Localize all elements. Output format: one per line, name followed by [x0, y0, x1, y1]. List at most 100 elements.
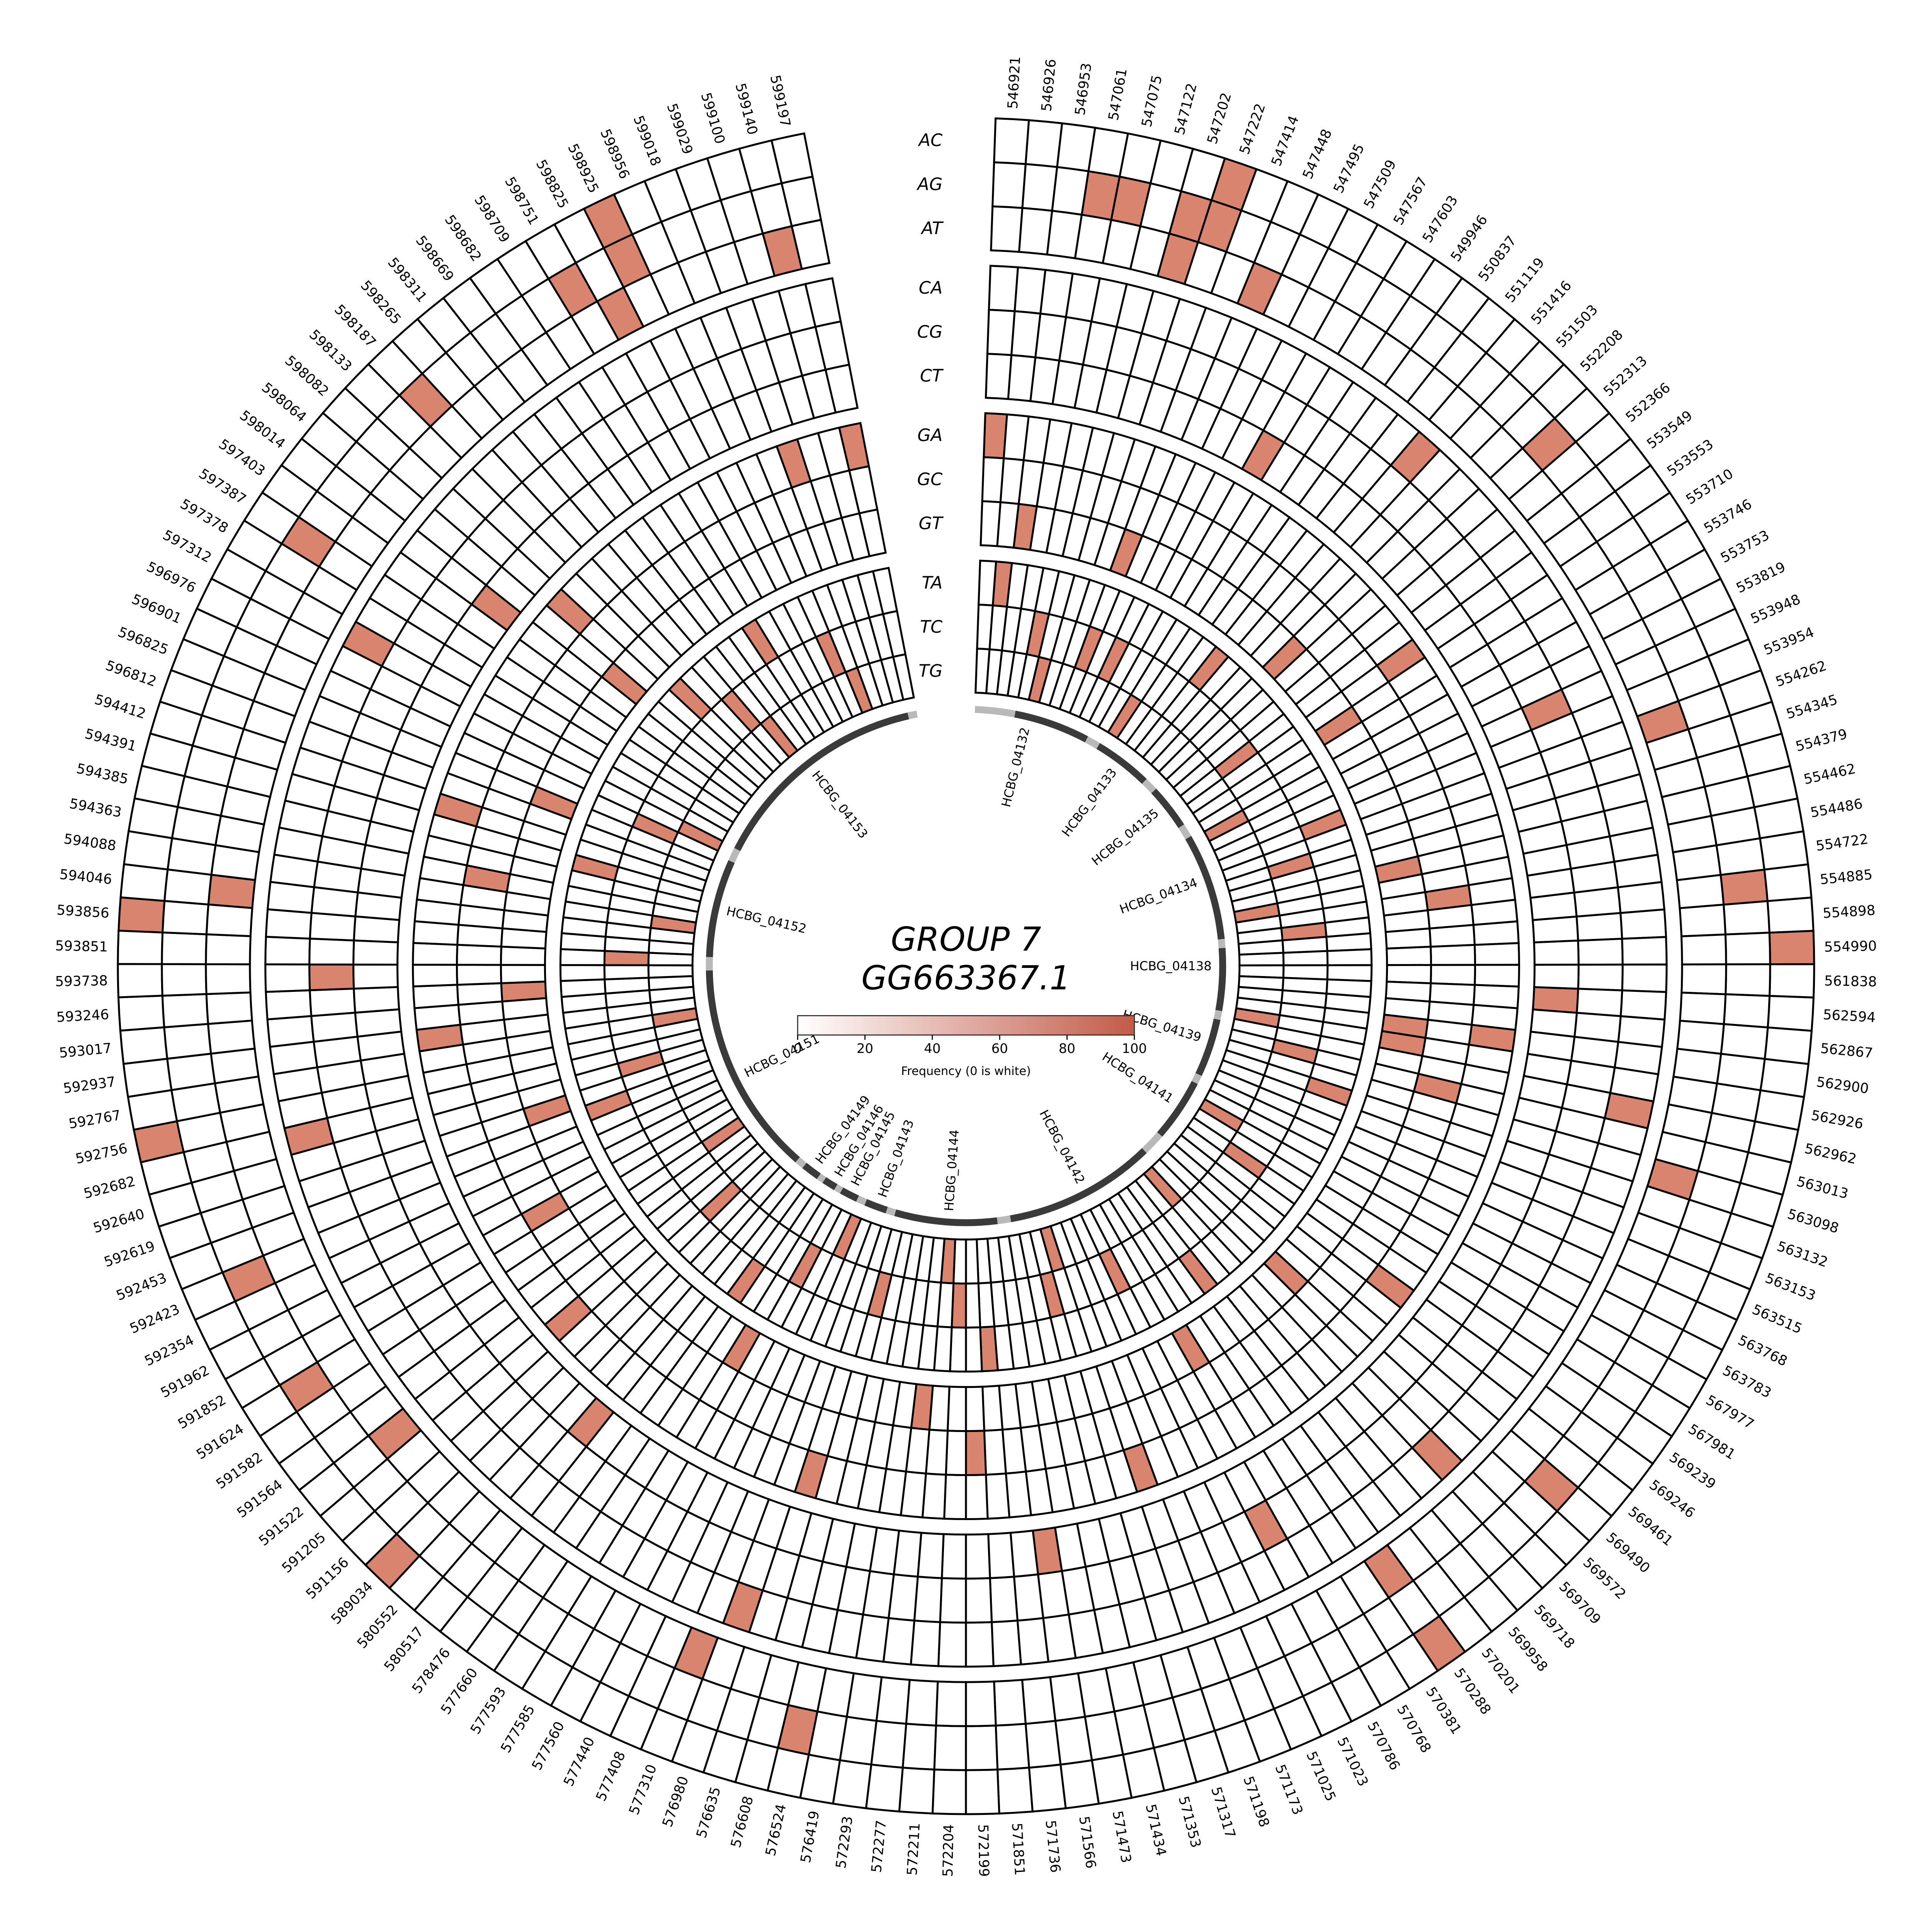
position-label: 571434 [1142, 1803, 1169, 1857]
heatmap-cell [933, 1725, 967, 1771]
position-label: 553819 [1734, 559, 1788, 597]
heatmap-cell [1766, 896, 1815, 934]
heatmap-cell [310, 1012, 359, 1043]
position-label: 577560 [529, 1719, 568, 1773]
heatmap-cell [986, 309, 1016, 356]
position-label: 553553 [1664, 436, 1716, 480]
gene-arc [864, 1199, 888, 1214]
position-label: 592937 [62, 1074, 117, 1097]
position-label: 599018 [630, 114, 664, 168]
position-label: 592423 [128, 1301, 182, 1337]
position-label: 598265 [357, 277, 404, 327]
heatmap-cell [995, 1723, 1030, 1771]
heatmap-cell [1576, 988, 1623, 1017]
position-label: 572211 [904, 1822, 923, 1876]
heatmap-cell [1768, 930, 1815, 966]
position-label: 592756 [74, 1141, 129, 1167]
position-label: 598751 [502, 174, 542, 228]
heatmap-cell [1384, 927, 1432, 950]
position-label: 569490 [1603, 1529, 1653, 1576]
heatmap-cell [937, 1621, 967, 1668]
position-label: 593017 [58, 1040, 112, 1061]
legend-colorbar [797, 1015, 1135, 1036]
position-label: 596901 [129, 591, 184, 627]
position-label: 597387 [196, 466, 249, 507]
heatmap-cell [500, 980, 548, 1003]
position-label: 571025 [1303, 1749, 1338, 1804]
heatmap-cell [865, 1763, 904, 1813]
heatmap-cell [412, 964, 458, 988]
position-label: 576635 [694, 1785, 724, 1840]
position-label: 552366 [1623, 380, 1673, 425]
position-label: 592640 [92, 1206, 146, 1236]
position-label: 547202 [1204, 91, 1235, 146]
heatmap-cell [1282, 950, 1329, 966]
position-label: 571317 [1208, 1785, 1238, 1840]
position-label: 592682 [82, 1173, 137, 1202]
position-label: 571851 [1009, 1822, 1027, 1876]
position-label: 598669 [413, 233, 457, 285]
heatmap-cell [1767, 995, 1815, 1032]
position-label: 597312 [160, 527, 214, 566]
ring-label-ta: TA [922, 573, 943, 593]
heatmap-cell [119, 1026, 168, 1065]
gene-ring-gap [834, 1184, 844, 1194]
position-label: 569718 [1531, 1602, 1578, 1652]
position-label: 591582 [213, 1449, 265, 1492]
heatmap-cell [205, 963, 252, 995]
heatmap-cell [1725, 963, 1771, 997]
heatmap-cell [1472, 920, 1520, 946]
position-label: 576419 [798, 1810, 822, 1864]
heatmap-cell [559, 964, 606, 982]
gene-ring-gap [1191, 1073, 1202, 1084]
heatmap-cell [1763, 863, 1813, 902]
heatmap-cell [993, 1679, 1027, 1727]
heatmap-cell [412, 984, 460, 1009]
position-label: 594088 [63, 831, 117, 854]
position-label: 552208 [1577, 327, 1626, 375]
heatmap-cell [905, 1679, 939, 1727]
heatmap-cell [946, 1386, 967, 1432]
heatmap-cell [1619, 989, 1667, 1021]
position-label: 562900 [1815, 1074, 1870, 1097]
position-label: 580552 [354, 1602, 401, 1651]
gene-label: HCBG_04138 [1130, 959, 1211, 973]
position-label: 596976 [144, 559, 198, 596]
position-label: 594363 [68, 796, 122, 821]
position-label: 554262 [1774, 658, 1828, 690]
position-label: 598925 [565, 141, 602, 196]
heatmap-cell [1473, 942, 1520, 966]
position-label: 550837 [1475, 233, 1520, 285]
position-label: 593851 [55, 938, 108, 955]
position-label: 547122 [1172, 82, 1200, 136]
position-label: 563515 [1750, 1301, 1804, 1337]
heatmap-cell [1679, 903, 1727, 937]
position-label: 598682 [441, 212, 484, 264]
position-label: 569246 [1646, 1477, 1697, 1521]
heatmap-cell [122, 1058, 173, 1098]
heatmap-cell [205, 991, 253, 1025]
heatmap-cell [965, 1282, 981, 1329]
gene-label: HCBG_04132 [998, 726, 1032, 809]
legend-tick-label: 20 [857, 1041, 873, 1056]
heatmap-cell [1059, 1759, 1100, 1810]
position-label: 591156 [303, 1554, 352, 1602]
position-label: 599100 [697, 91, 728, 146]
heatmap-cell [354, 1008, 403, 1038]
position-label: 570201 [1478, 1645, 1523, 1697]
position-label: 592354 [142, 1332, 197, 1369]
position-label: 569239 [1666, 1449, 1718, 1492]
gene-label: HCBG_04152 [725, 903, 808, 936]
position-label: 593738 [55, 973, 108, 990]
heatmap-cell [353, 986, 400, 1014]
position-label: 562962 [1803, 1141, 1858, 1167]
position-label: 577585 [498, 1702, 538, 1755]
ring-label-ct: CT [920, 366, 944, 386]
gene-ring-gap [816, 1173, 827, 1183]
position-label: 563132 [1775, 1238, 1830, 1270]
heatmap-cell [1680, 963, 1727, 995]
position-label: 569572 [1580, 1554, 1629, 1602]
ring-label-ac: AC [918, 130, 943, 150]
position-label: 592453 [114, 1270, 169, 1304]
position-label: 562867 [1820, 1041, 1874, 1061]
